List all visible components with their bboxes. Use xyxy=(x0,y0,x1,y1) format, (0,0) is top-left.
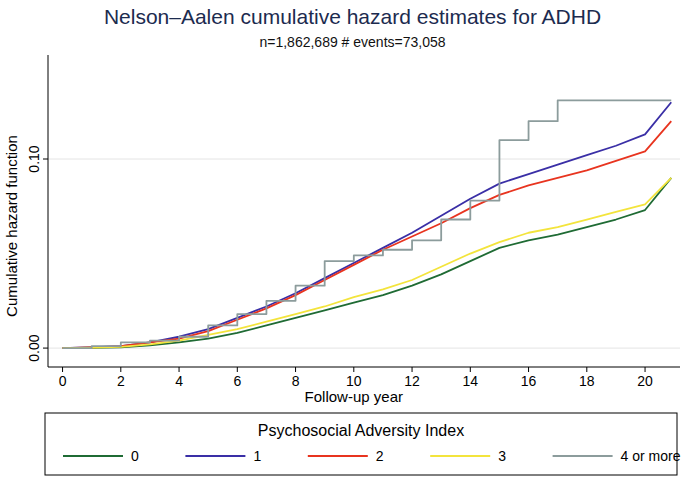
x-tick xyxy=(470,367,471,372)
x-tick xyxy=(295,367,296,372)
x-tick-label: 2 xyxy=(117,373,125,389)
x-axis xyxy=(48,367,680,368)
x-tick-label: 12 xyxy=(404,373,420,389)
series-line xyxy=(63,178,672,348)
legend-swatch xyxy=(185,455,245,457)
x-tick-label: 18 xyxy=(579,373,595,389)
legend-swatch xyxy=(430,455,490,457)
series-line xyxy=(63,100,672,348)
legend-title: Psychosocial Adversity Index xyxy=(258,422,464,439)
x-tick-label: 4 xyxy=(175,373,183,389)
legend-label: 1 xyxy=(253,448,261,464)
x-tick xyxy=(412,367,413,372)
x-tick-label: 16 xyxy=(521,373,537,389)
y-tick xyxy=(43,348,48,349)
y-axis xyxy=(48,55,49,367)
x-tick-label: 14 xyxy=(463,373,479,389)
grid-line xyxy=(48,159,680,160)
legend-box xyxy=(45,413,677,475)
legend-label: 2 xyxy=(376,448,384,464)
x-tick-label: 8 xyxy=(292,373,300,389)
legend-swatch xyxy=(553,455,613,457)
y-axis-label: Cumulative hazard function xyxy=(3,135,20,317)
legend-swatch xyxy=(63,455,123,457)
grid-line xyxy=(48,348,680,349)
legend-label: 3 xyxy=(498,448,506,464)
x-tick xyxy=(62,367,63,372)
x-tick-label: 10 xyxy=(346,373,362,389)
x-tick xyxy=(586,367,587,372)
x-tick xyxy=(353,367,354,372)
y-tick xyxy=(43,159,48,160)
legend-label: 0 xyxy=(131,448,139,464)
x-tick-label: 20 xyxy=(637,373,653,389)
x-tick xyxy=(528,367,529,372)
series-line xyxy=(63,102,672,348)
x-tick-label: 6 xyxy=(233,373,241,389)
subtitle: n=1,862,689 # events=73,058 xyxy=(259,34,445,50)
legend-label: 4 or more xyxy=(621,448,681,464)
series-line xyxy=(63,178,672,348)
x-axis-label: Follow-up year xyxy=(305,388,403,405)
background xyxy=(0,0,685,483)
title: Nelson–Aalen cumulative hazard estimates… xyxy=(104,5,601,28)
x-tick-label: 0 xyxy=(59,373,67,389)
y-tick-label: 0.10 xyxy=(26,145,42,172)
y-tick-label: 0.00 xyxy=(26,334,42,361)
series-line xyxy=(63,121,672,348)
x-tick xyxy=(179,367,180,372)
x-tick xyxy=(120,367,121,372)
plot-lines xyxy=(63,100,672,348)
x-tick xyxy=(237,367,238,372)
legend-swatch xyxy=(308,455,368,457)
chart: Nelson–Aalen cumulative hazard estimates… xyxy=(0,0,685,483)
x-tick xyxy=(645,367,646,372)
